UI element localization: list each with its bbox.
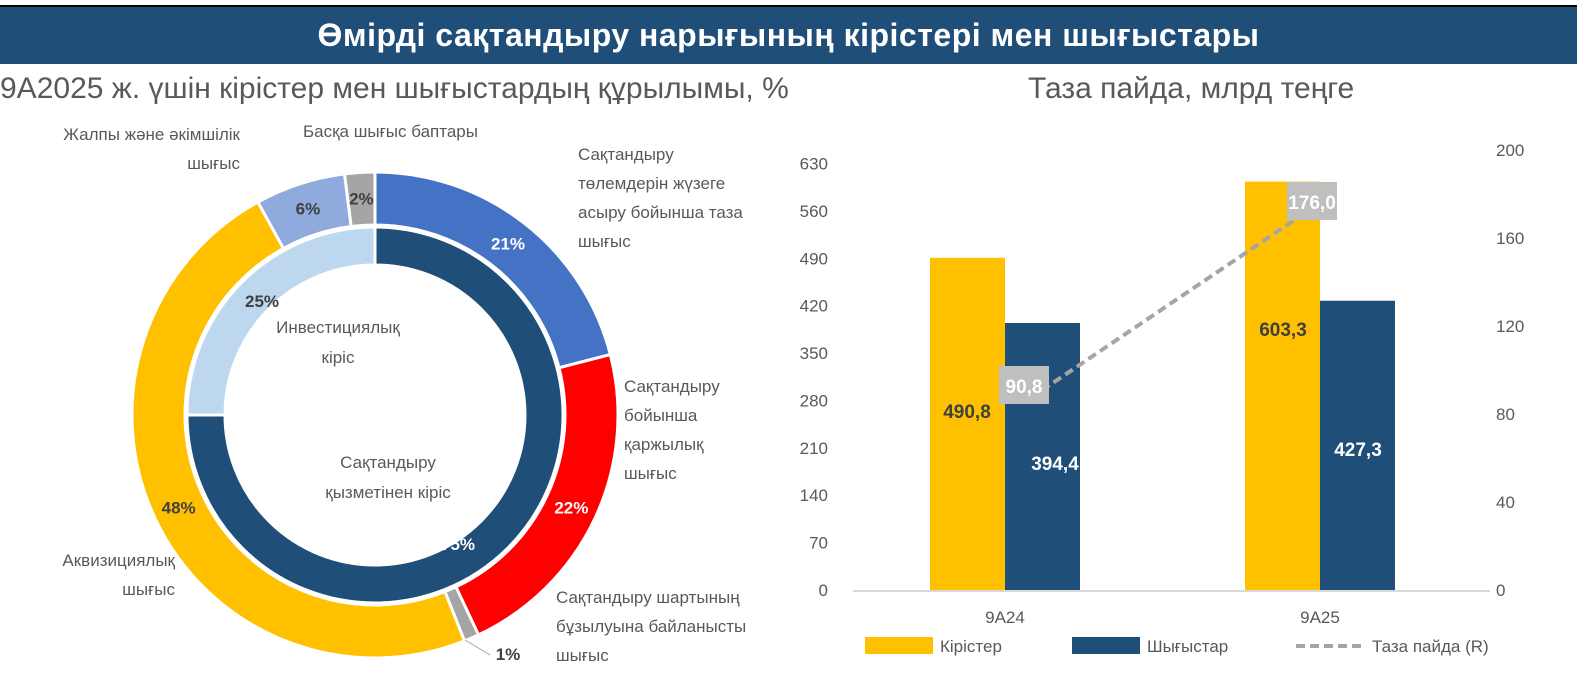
inner-ring-category-label: кіріс [322, 348, 355, 367]
outer-ring-category-label: Басқа шығыс баптары [303, 122, 478, 141]
bar-title: Таза пайда, млрд теңге [1028, 72, 1355, 105]
outer-ring-category-label: асыру бойынша таза [578, 203, 743, 222]
net-profit-label-box [1287, 182, 1337, 220]
inner-ring-category-label: Сақтандыру [340, 453, 436, 472]
y-right-tick-label: 120 [1496, 317, 1524, 336]
outer-ring-category-label: шығыс [556, 646, 609, 665]
outer-ring-value-label: 48% [162, 498, 196, 517]
donut-title: 9А2025 ж. үшін кірістер мен шығыстардың … [0, 72, 789, 105]
page-title: Өмірді сақтандыру нарығының кірістері ме… [317, 17, 1260, 53]
y-right-tick-label: 200 [1496, 141, 1524, 160]
bar-value-label: 603,3 [1259, 320, 1307, 341]
outer-ring-category-label: Аквизициялық [62, 551, 175, 570]
outer-ring-value-label: 1% [496, 645, 521, 664]
outer-ring-value-label: 22% [554, 498, 588, 517]
legend-swatch-expenses [1072, 637, 1140, 654]
header-banner: Өмірді сақтандыру нарығының кірістері ме… [0, 5, 1577, 64]
y-left-tick-label: 490 [800, 249, 828, 268]
outer-ring-category-label: Жалпы және әкімшілік [63, 125, 240, 144]
outer-ring-category-label: Сақтандыру [624, 377, 720, 396]
x-tick-label: 9А25 [1300, 608, 1340, 627]
y-left-tick-label: 630 [800, 155, 828, 174]
outer-ring-slice [342, 170, 377, 229]
inner-ring-category-label: Инвестициялық [276, 318, 400, 337]
y-left-tick-label: 420 [800, 297, 828, 316]
y-right-tick-label: 160 [1496, 229, 1524, 248]
outer-ring-category-label: Сақтандыру [578, 145, 674, 164]
y-left-tick-label: 210 [800, 439, 828, 458]
outer-ring-category-label: шығыс [624, 464, 677, 483]
bar-expenses [1320, 300, 1395, 590]
y-right-tick-label: 40 [1496, 493, 1515, 512]
outer-ring-category-label: шығыс [578, 232, 631, 251]
y-left-tick-label: 350 [800, 344, 828, 363]
outer-ring-category-label: қаржылық [624, 435, 704, 454]
inner-ring-value-label: 25% [245, 292, 279, 311]
net-profit-label-box [999, 366, 1049, 404]
bar-income [930, 257, 1005, 590]
legend-label-net-profit: Таза пайда (R) [1372, 637, 1489, 656]
y-right-tick-label: 0 [1496, 581, 1505, 600]
leader-line [464, 639, 491, 656]
outer-ring-category-label: шығыс [122, 580, 175, 599]
outer-ring-category-label: төлемдерін жүзеге [578, 174, 725, 193]
inner-ring-value-label: 75% [441, 535, 475, 554]
y-right-tick-label: 80 [1496, 405, 1515, 424]
inner-ring-category-label: қызметінен кіріс [325, 483, 451, 502]
y-left-tick-label: 560 [800, 202, 828, 221]
legend-swatch-income [865, 637, 933, 654]
x-tick-label: 9А24 [985, 608, 1025, 627]
outer-ring-category-label: бұзылуына байланысты [556, 617, 746, 636]
outer-ring-category-label: Сақтандыру шартының [556, 588, 740, 607]
bar-value-label: 394,4 [1031, 454, 1079, 475]
net-profit-value-label: 90,8 [1006, 377, 1043, 398]
bar-value-label: 490,8 [943, 402, 991, 423]
bar-income [1245, 181, 1320, 590]
inner-ring-slice [185, 225, 377, 417]
outer-ring-value-label: 21% [491, 235, 525, 254]
outer-ring-value-label: 6% [296, 200, 321, 219]
y-left-tick-label: 280 [800, 391, 828, 410]
outer-ring-category-label: шығыс [187, 154, 240, 173]
outer-ring-value-label: 2% [349, 189, 374, 208]
bar-value-label: 427,3 [1334, 440, 1382, 461]
y-left-tick-label: 140 [800, 486, 828, 505]
net-profit-value-label: 176,0 [1288, 193, 1336, 214]
outer-ring-category-label: бойынша [624, 406, 698, 425]
legend-label-expenses: Шығыстар [1147, 637, 1228, 656]
y-left-tick-label: 0 [819, 581, 828, 600]
y-left-tick-label: 70 [809, 534, 828, 553]
legend-label-income: Кірістер [940, 637, 1002, 656]
inner-ring-slice [185, 225, 565, 605]
outer-ring-slice [130, 200, 467, 660]
